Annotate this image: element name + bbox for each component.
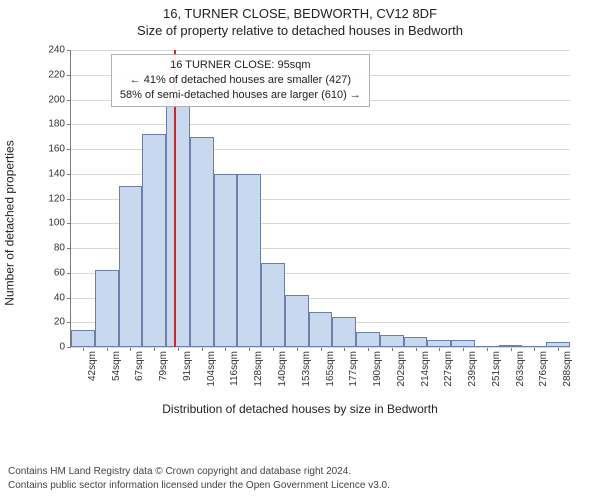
x-tick-label: 116sqm bbox=[229, 351, 240, 386]
x-tick-label: 276sqm bbox=[538, 351, 549, 387]
y-axis-title: Number of detached properties bbox=[0, 50, 20, 396]
y-tick-label: 20 bbox=[54, 317, 71, 328]
histogram-bar bbox=[404, 337, 428, 347]
histogram-bar bbox=[261, 263, 285, 347]
gridline bbox=[71, 124, 570, 125]
x-axis-title: Distribution of detached houses by size … bbox=[0, 402, 600, 416]
histogram-bar bbox=[499, 345, 523, 347]
annotation-line: ← 41% of detached houses are smaller (42… bbox=[120, 73, 361, 88]
page-title: 16, TURNER CLOSE, BEDWORTH, CV12 8DF bbox=[0, 6, 600, 21]
histogram-bar bbox=[332, 317, 356, 347]
x-tick-label: 54sqm bbox=[111, 351, 122, 381]
x-tick-label: 263sqm bbox=[515, 351, 526, 387]
histogram-bar bbox=[309, 312, 333, 347]
y-tick-label: 60 bbox=[54, 267, 71, 278]
plot-area: 02040608010012014016018020022024042sqm54… bbox=[70, 50, 570, 348]
x-tick-label: 177sqm bbox=[348, 351, 359, 387]
x-tick-label: 214sqm bbox=[420, 351, 431, 387]
attribution-footer: Contains HM Land Registry data © Crown c… bbox=[0, 459, 600, 500]
histogram-bar bbox=[522, 346, 546, 347]
x-tick-label: 91sqm bbox=[182, 351, 193, 381]
y-tick-label: 120 bbox=[48, 193, 71, 204]
x-tick-label: 190sqm bbox=[372, 351, 383, 387]
histogram-bar bbox=[451, 340, 475, 347]
y-tick-label: 240 bbox=[48, 45, 71, 56]
y-tick-label: 40 bbox=[54, 292, 71, 303]
footer-line: Contains HM Land Registry data © Crown c… bbox=[8, 465, 592, 479]
y-tick-label: 0 bbox=[59, 342, 71, 353]
histogram-bar bbox=[71, 330, 95, 347]
histogram-bar bbox=[356, 332, 380, 347]
y-tick-label: 200 bbox=[48, 94, 71, 105]
histogram-bar bbox=[119, 186, 143, 347]
x-tick-label: 42sqm bbox=[87, 351, 98, 381]
y-tick-label: 160 bbox=[48, 144, 71, 155]
gridline bbox=[71, 347, 570, 348]
y-tick-label: 180 bbox=[48, 119, 71, 130]
x-tick-label: 140sqm bbox=[277, 351, 288, 387]
x-tick-label: 288sqm bbox=[562, 351, 573, 387]
footer-line: Contains public sector information licen… bbox=[8, 479, 592, 493]
histogram-bar bbox=[546, 342, 570, 347]
y-tick-label: 220 bbox=[48, 69, 71, 80]
x-tick-label: 227sqm bbox=[443, 351, 454, 387]
annotation-line: 16 TURNER CLOSE: 95sqm bbox=[120, 58, 361, 73]
histogram-bar bbox=[380, 335, 404, 347]
x-tick-label: 79sqm bbox=[158, 351, 169, 381]
histogram-chart: 02040608010012014016018020022024042sqm54… bbox=[46, 50, 570, 396]
y-tick-label: 140 bbox=[48, 168, 71, 179]
annotation-line: 58% of semi-detached houses are larger (… bbox=[120, 88, 361, 103]
x-tick-label: 202sqm bbox=[396, 351, 407, 387]
histogram-bar bbox=[190, 137, 214, 347]
page-subtitle: Size of property relative to detached ho… bbox=[0, 23, 600, 38]
y-tick-label: 80 bbox=[54, 243, 71, 254]
histogram-bar bbox=[237, 174, 261, 347]
gridline bbox=[71, 50, 570, 51]
histogram-bar bbox=[166, 102, 190, 347]
histogram-bar bbox=[214, 174, 238, 347]
x-tick-label: 239sqm bbox=[467, 351, 478, 387]
x-tick-label: 165sqm bbox=[325, 351, 336, 387]
x-tick-label: 128sqm bbox=[253, 351, 264, 387]
x-tick-label: 104sqm bbox=[206, 351, 217, 387]
annotation-box: 16 TURNER CLOSE: 95sqm← 41% of detached … bbox=[111, 54, 370, 107]
x-tick-label: 153sqm bbox=[301, 351, 312, 387]
histogram-bar bbox=[475, 346, 499, 347]
histogram-bar bbox=[427, 340, 451, 347]
y-tick-label: 100 bbox=[48, 218, 71, 229]
x-tick-label: 251sqm bbox=[491, 351, 502, 387]
histogram-bar bbox=[285, 295, 309, 347]
histogram-bar bbox=[142, 134, 166, 347]
x-tick-label: 67sqm bbox=[134, 351, 145, 381]
histogram-bar bbox=[95, 270, 119, 347]
